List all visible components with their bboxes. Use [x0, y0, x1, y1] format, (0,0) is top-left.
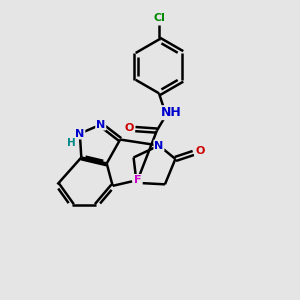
Text: O: O: [124, 123, 134, 133]
Text: NH: NH: [160, 106, 181, 119]
Text: H: H: [67, 138, 76, 148]
Text: N: N: [75, 129, 85, 139]
Text: N: N: [154, 140, 164, 151]
Text: N: N: [96, 120, 105, 130]
Text: O: O: [195, 146, 205, 156]
Text: F: F: [134, 175, 142, 185]
Text: Cl: Cl: [153, 13, 165, 23]
